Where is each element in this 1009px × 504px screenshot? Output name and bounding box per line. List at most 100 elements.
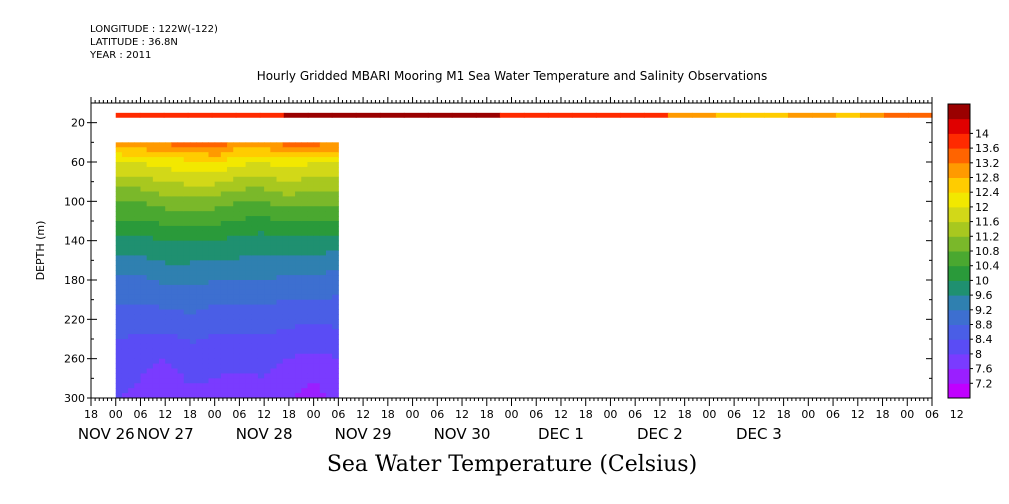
profile-cell xyxy=(202,157,209,163)
profile-cell xyxy=(189,162,197,168)
profile-cell xyxy=(140,181,148,188)
profile-cell xyxy=(239,196,247,202)
profile-cell xyxy=(177,166,185,173)
profile-cell xyxy=(177,152,185,158)
profile-cell xyxy=(165,166,172,173)
profile-cell xyxy=(295,206,302,212)
profile-cell xyxy=(196,147,203,153)
profile-cell xyxy=(257,343,265,350)
profile-cell xyxy=(319,270,327,276)
profile-cell xyxy=(313,176,321,183)
profile-cell xyxy=(282,157,290,163)
profile-cell xyxy=(134,250,141,256)
profile-cell xyxy=(245,191,253,197)
profile-cell xyxy=(325,230,333,237)
profile-cell xyxy=(159,142,166,148)
profile-cell xyxy=(220,221,228,227)
profile-cell xyxy=(276,299,284,306)
profile-cell xyxy=(115,280,123,286)
profile-cell xyxy=(140,329,148,335)
profile-cell xyxy=(282,235,290,242)
profile-cell xyxy=(152,245,160,251)
profile-cell xyxy=(128,250,135,256)
profile-cell xyxy=(301,329,308,335)
profile-cell xyxy=(307,260,315,266)
profile-cell xyxy=(319,221,327,227)
profile-cell xyxy=(257,393,265,399)
profile-cell xyxy=(319,339,327,345)
profile-cell xyxy=(171,284,179,291)
profile-cell xyxy=(202,230,209,237)
colorbar-swatch xyxy=(948,324,970,340)
profile-cell xyxy=(251,314,259,320)
profile-cell xyxy=(146,294,154,301)
profile-cell xyxy=(115,378,123,384)
profile-cell xyxy=(189,368,197,374)
profile-cell xyxy=(159,299,166,306)
profile-cell xyxy=(189,260,197,266)
profile-cell xyxy=(313,255,321,261)
colorbar-variable-label: Sea Water Temperature (Celsius) xyxy=(326,452,698,477)
profile-cell xyxy=(159,235,166,242)
profile-cell xyxy=(227,284,234,291)
profile-cell xyxy=(177,221,185,227)
profile-cell xyxy=(171,230,179,237)
profile-cell xyxy=(189,339,197,345)
profile-cell xyxy=(239,260,247,266)
profile-cell xyxy=(307,225,315,232)
profile-cell xyxy=(165,378,172,384)
profile-cell xyxy=(282,216,290,222)
profile-cell xyxy=(177,275,185,281)
profile-cell xyxy=(134,201,141,207)
profile-cell xyxy=(295,225,302,232)
profile-cell xyxy=(276,324,284,330)
profile-cell xyxy=(245,358,253,365)
profile-cell xyxy=(115,196,123,202)
profile-cell xyxy=(319,319,327,325)
profile-cell xyxy=(239,339,247,345)
profile-cell xyxy=(177,334,185,340)
surface-band-cell xyxy=(763,112,789,118)
profile-cell xyxy=(245,245,253,251)
colorbar-swatch xyxy=(948,295,970,311)
profile-cell xyxy=(152,225,160,232)
profile-cell xyxy=(313,162,321,168)
profile-cell xyxy=(257,171,265,178)
surface-band-cell xyxy=(259,112,285,118)
profile-cell xyxy=(332,304,339,310)
profile-cell xyxy=(189,211,197,217)
profile-cell xyxy=(196,191,203,197)
profile-cell xyxy=(196,171,203,178)
profile-cell xyxy=(146,383,154,389)
colorbar-swatch xyxy=(948,206,970,223)
profile-cell xyxy=(257,388,265,394)
profile-cell xyxy=(115,221,123,227)
profile-cell xyxy=(171,294,179,301)
profile-cell xyxy=(152,393,160,399)
profile-cell xyxy=(183,157,191,163)
profile-cell xyxy=(319,329,327,335)
profile-cell xyxy=(165,280,172,286)
profile-cell xyxy=(313,393,321,399)
profile-cell xyxy=(251,319,259,325)
profile-cell xyxy=(220,309,228,315)
profile-cell xyxy=(177,201,185,207)
profile-cell xyxy=(332,196,339,202)
profile-cell xyxy=(134,275,141,281)
profile-cell xyxy=(152,324,160,330)
profile-cell xyxy=(140,393,148,399)
profile-cell xyxy=(202,250,209,256)
profile-cell xyxy=(332,191,339,197)
profile-cell xyxy=(301,142,308,148)
profile-cell xyxy=(171,393,179,399)
profile-cell xyxy=(177,186,185,192)
profile-cell xyxy=(115,166,123,173)
profile-cell xyxy=(214,260,222,266)
profile-cell xyxy=(128,255,135,261)
profile-cell xyxy=(227,235,234,242)
profile-cell xyxy=(165,147,172,153)
profile-cell xyxy=(251,393,259,399)
profile-cell xyxy=(319,201,327,207)
y-tick-label: 260 xyxy=(64,353,85,366)
